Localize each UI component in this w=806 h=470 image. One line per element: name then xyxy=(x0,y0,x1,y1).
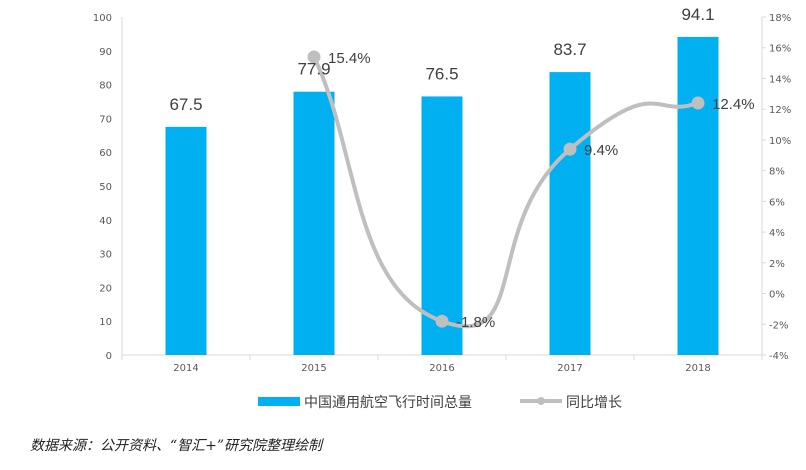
left-tick-label: 80 xyxy=(99,81,112,92)
x-tick-label: 2016 xyxy=(429,363,454,374)
right-tick-label: 2% xyxy=(769,259,785,270)
x-tick-label: 2014 xyxy=(173,363,198,374)
legend-line-label: 同比增长 xyxy=(566,395,622,411)
bar-value-label: 83.7 xyxy=(553,40,586,59)
left-tick-label: 100 xyxy=(93,13,112,24)
left-tick-label: 50 xyxy=(99,182,112,193)
right-tick-label: 6% xyxy=(769,197,785,208)
right-tick-label: 10% xyxy=(769,136,791,147)
growth-point xyxy=(563,142,577,156)
growth-point xyxy=(307,50,321,64)
left-tick-label: 90 xyxy=(99,47,112,58)
bar-value-label: 76.5 xyxy=(425,64,458,83)
bar xyxy=(677,36,719,355)
bar xyxy=(293,91,335,355)
growth-value-label: 12.4% xyxy=(712,96,755,113)
bar xyxy=(165,126,207,355)
source-note: 数据来源：公开资料、“智汇+”研究院整理绘制 xyxy=(30,438,324,454)
right-tick-label: 12% xyxy=(769,105,791,116)
x-tick-label: 2018 xyxy=(685,363,710,374)
growth-point xyxy=(435,314,449,328)
x-tick-label: 2017 xyxy=(557,363,582,374)
growth-value-label: 15.4% xyxy=(328,50,371,67)
left-tick-label: 10 xyxy=(99,317,112,328)
bar-value-label: 94.1 xyxy=(681,5,714,24)
left-tick-label: 70 xyxy=(99,114,112,125)
left-tick-label: 40 xyxy=(99,216,112,227)
growth-line-series xyxy=(307,50,705,329)
growth-point xyxy=(691,96,705,110)
growth-value-label: -1.8% xyxy=(456,314,495,331)
left-tick-label: 0 xyxy=(106,351,112,362)
right-tick-label: -4% xyxy=(769,351,788,362)
legend-line-marker xyxy=(537,397,545,405)
x-tick-label: 2015 xyxy=(301,363,326,374)
left-tick-label: 20 xyxy=(99,283,112,294)
right-tick-label: 16% xyxy=(769,44,791,55)
right-tick-label: 14% xyxy=(769,74,791,85)
bar-value-label: 77.9 xyxy=(297,60,330,79)
data-labels: 67.5 77.9 76.5 83.7 94.1 15.4% -1.8% 9.4% 12.4% xyxy=(169,5,754,331)
right-tick-label: 18% xyxy=(769,13,791,24)
bar-value-label: 67.5 xyxy=(169,95,202,114)
right-tick-label: -2% xyxy=(769,320,788,331)
left-tick-label: 30 xyxy=(99,250,112,261)
bar xyxy=(421,96,463,356)
growth-value-label: 9.4% xyxy=(584,142,618,159)
growth-line xyxy=(312,56,699,329)
axes: 0 10 20 30 40 50 60 70 80 90 100 -4% -2% 0% 2% 4% 6% 8% 10… xyxy=(93,13,791,374)
right-tick-label: 8% xyxy=(769,167,785,178)
bar-series xyxy=(165,36,719,356)
legend-bar-swatch xyxy=(258,397,300,406)
right-tick-label: 0% xyxy=(769,290,785,301)
bar xyxy=(549,72,591,356)
right-tick-label: 4% xyxy=(769,228,785,239)
legend-bar-label: 中国通用航空飞行时间总量 xyxy=(304,395,472,411)
left-tick-label: 60 xyxy=(99,148,112,159)
legend: 中国通用航空飞行时间总量 同比增长 xyxy=(258,395,622,411)
